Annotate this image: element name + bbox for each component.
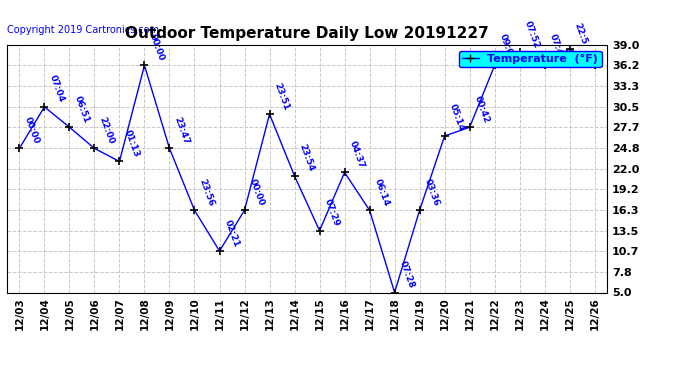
Text: 05:14: 05:14 <box>448 103 466 133</box>
Text: 07:48: 07:48 <box>548 32 566 63</box>
Text: 07:52: 07:52 <box>522 20 541 50</box>
Text: 23:51: 23:51 <box>273 81 290 111</box>
Text: 22:5: 22:5 <box>573 22 589 46</box>
Text: 06:51: 06:51 <box>72 94 90 124</box>
Title: Outdoor Temperature Daily Low 20191227: Outdoor Temperature Daily Low 20191227 <box>125 26 489 41</box>
Text: 23:54: 23:54 <box>297 143 316 173</box>
Legend: Temperature  (°F): Temperature (°F) <box>459 51 602 67</box>
Text: 09:00: 09:00 <box>497 33 516 63</box>
Text: 07:29: 07:29 <box>322 198 341 228</box>
Text: 00:00: 00:00 <box>248 178 266 207</box>
Text: 22:00: 22:00 <box>97 116 116 146</box>
Text: 04:37: 04:37 <box>348 140 366 170</box>
Text: 00:00: 00:00 <box>148 33 166 63</box>
Text: 00:42: 00:42 <box>473 94 491 124</box>
Text: 02:21: 02:21 <box>222 218 241 248</box>
Text: 23:47: 23:47 <box>172 115 191 146</box>
Text: 01:13: 01:13 <box>122 129 141 159</box>
Text: 07:04: 07:04 <box>48 74 66 104</box>
Text: 00:00: 00:00 <box>22 116 41 146</box>
Text: 23:56: 23:56 <box>197 177 216 207</box>
Text: 03:36: 03:36 <box>422 177 441 207</box>
Text: 06:14: 06:14 <box>373 177 391 207</box>
Text: 07:28: 07:28 <box>397 260 416 290</box>
Text: Copyright 2019 Cartronics.com: Copyright 2019 Cartronics.com <box>7 25 159 35</box>
